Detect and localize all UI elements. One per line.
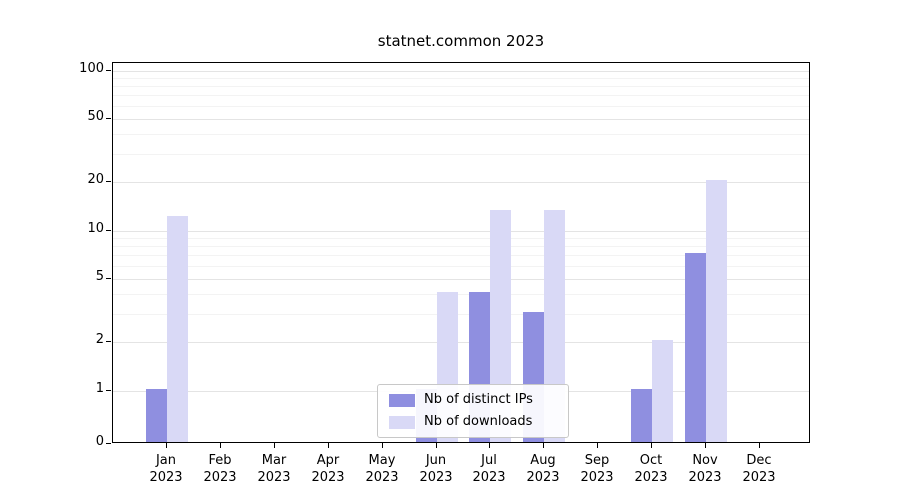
minor-gridline (113, 238, 809, 239)
legend-item-distinct-ips: Nb of distinct IPs (389, 392, 557, 408)
major-gridline (113, 119, 809, 120)
x-tick-mark (328, 443, 329, 448)
y-tick-label: 5 (95, 269, 104, 284)
minor-gridline (113, 266, 809, 267)
bar (167, 216, 188, 442)
x-tick-label: Jul 2023 (472, 453, 506, 485)
legend: Nb of distinct IPs Nb of downloads (377, 384, 569, 438)
minor-gridline (113, 294, 809, 295)
x-tick-label: Jun 2023 (419, 453, 453, 485)
y-tick-label: 100 (79, 61, 104, 76)
y-tick-mark (106, 341, 111, 342)
bar (652, 340, 673, 442)
bar (706, 180, 727, 442)
y-tick-mark (106, 181, 111, 182)
legend-item-downloads: Nb of downloads (389, 414, 557, 430)
y-tick-label: 50 (87, 109, 104, 124)
x-tick-mark (597, 443, 598, 448)
x-tick-mark (274, 443, 275, 448)
bar (146, 389, 167, 442)
x-tick-mark (382, 443, 383, 448)
x-tick-label: Apr 2023 (311, 453, 345, 485)
x-tick-label: Aug 2023 (526, 453, 560, 485)
x-tick-label: Jan 2023 (149, 453, 183, 485)
bar (631, 389, 652, 442)
x-tick-mark (436, 443, 437, 448)
x-tick-label: May 2023 (365, 453, 399, 485)
x-tick-label: Dec 2023 (742, 453, 776, 485)
legend-label-downloads: Nb of downloads (424, 414, 533, 429)
y-tick-label: 0 (95, 434, 104, 449)
legend-swatch-downloads (389, 415, 415, 429)
y-tick-mark (106, 390, 111, 391)
minor-gridline (113, 106, 809, 107)
x-tick-label: Nov 2023 (688, 453, 722, 485)
minor-gridline (113, 314, 809, 315)
x-tick-mark (543, 443, 544, 448)
y-tick-mark (106, 230, 111, 231)
bar (685, 253, 706, 442)
y-tick-mark (106, 278, 111, 279)
major-gridline (113, 279, 809, 280)
x-tick-label: Sep 2023 (580, 453, 614, 485)
minor-gridline (113, 246, 809, 247)
major-gridline (113, 182, 809, 183)
x-tick-label: Feb 2023 (203, 453, 237, 485)
legend-label-distinct-ips: Nb of distinct IPs (424, 392, 533, 407)
x-tick-mark (166, 443, 167, 448)
major-gridline (113, 342, 809, 343)
y-tick-label: 1 (95, 381, 104, 396)
minor-gridline (113, 95, 809, 96)
minor-gridline (113, 78, 809, 79)
minor-gridline (113, 255, 809, 256)
minor-gridline (113, 86, 809, 87)
x-tick-mark (759, 443, 760, 448)
x-tick-mark (651, 443, 652, 448)
minor-gridline (113, 154, 809, 155)
y-tick-label: 20 (87, 172, 104, 187)
y-tick-mark (106, 118, 111, 119)
plot-area (112, 62, 810, 443)
x-tick-mark (705, 443, 706, 448)
x-tick-mark (220, 443, 221, 448)
x-tick-mark (489, 443, 490, 448)
y-tick-label: 2 (95, 332, 104, 347)
x-tick-label: Oct 2023 (634, 453, 668, 485)
y-tick-label: 10 (87, 221, 104, 236)
major-gridline (113, 71, 809, 72)
x-tick-label: Mar 2023 (257, 453, 291, 485)
y-tick-mark (106, 443, 111, 444)
minor-gridline (113, 134, 809, 135)
chart-title: statnet.common 2023 (377, 32, 545, 50)
major-gridline (113, 231, 809, 232)
y-tick-mark (106, 70, 111, 71)
legend-swatch-distinct-ips (389, 393, 415, 407)
